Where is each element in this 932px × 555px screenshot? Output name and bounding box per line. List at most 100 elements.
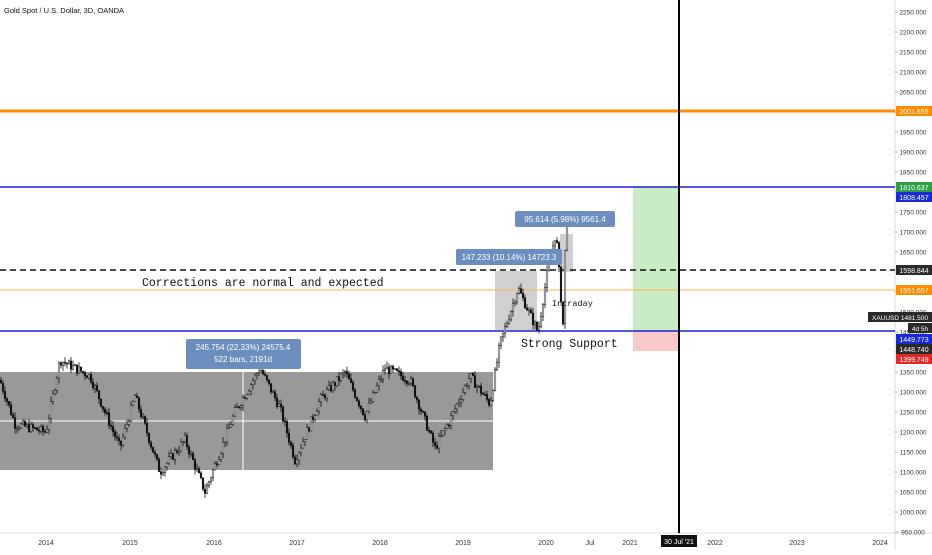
price-tag-1810[interactable]: 1810.637 [896, 182, 932, 192]
price-tag-1448[interactable]: 1448.740 [896, 344, 932, 354]
candle-body [367, 402, 371, 412]
current-price-tag[interactable]: XAUUSD 1481.500 [868, 312, 932, 322]
price-tag-1810-text: 1810.637 [899, 185, 928, 192]
annotation-corrections[interactable]: Corrections are normal and expected [142, 277, 384, 290]
time-tick-label: 2014 [38, 540, 54, 547]
candle-body [57, 362, 61, 379]
price-tag-1551[interactable]: 1551.657 [896, 285, 932, 295]
candle-body [393, 368, 397, 371]
symbol-title: Gold Spot / U.S. Dollar, 3D, OANDA [4, 6, 124, 15]
candle-body [353, 389, 357, 398]
candle-body [561, 301, 565, 325]
candle-body [555, 240, 559, 243]
candle-body [121, 436, 125, 446]
candle-body [427, 430, 431, 432]
current-price-tag-text: XAUUSD 1481.500 [872, 315, 928, 322]
measure-box-245-line1: 245.754 (22.33%) 24575.4 [196, 343, 291, 352]
candle-body [257, 371, 261, 374]
candle-body [43, 431, 47, 433]
time-tick-label: 2023 [789, 540, 805, 547]
candle-body [281, 406, 285, 422]
candle-body [175, 450, 179, 453]
candle-body [149, 442, 153, 448]
time-tick-label: 2017 [289, 540, 305, 547]
candle-body [507, 319, 511, 324]
annotation-strong-support[interactable]: Strong Support [521, 338, 618, 351]
price-tick-label: 1700.000 [899, 230, 926, 237]
candle-body [131, 400, 135, 406]
measure-shade-95[interactable] [560, 234, 573, 272]
candle-body [255, 373, 259, 376]
candle-body [95, 385, 99, 391]
candle-body [287, 432, 291, 443]
candle-body [347, 373, 351, 380]
candle-body [79, 366, 83, 372]
candle-body [323, 394, 327, 399]
price-tag-2001[interactable]: 2001.655 [896, 106, 932, 116]
candle-body [191, 453, 195, 460]
price-tag-1399[interactable]: 1399.749 [896, 354, 932, 364]
vertical-date-tag[interactable]: 30 Jul '21 [661, 535, 697, 547]
candle-body [391, 365, 395, 370]
candle-body [387, 366, 391, 375]
candle-body [159, 471, 163, 475]
candle-body [219, 453, 223, 460]
annotation-intraday[interactable]: Intraday [552, 299, 593, 309]
price-tag-1449[interactable]: 1449.773 [896, 334, 932, 344]
measure-box-245[interactable]: 245.754 (22.33%) 24575.4 522 bars, 2191d [186, 339, 301, 369]
candle-body [423, 411, 427, 417]
candle-body [263, 373, 267, 376]
price-tag-1598[interactable]: 1598.844 [896, 265, 932, 275]
candle-body [399, 371, 403, 377]
candle-body [355, 397, 359, 402]
candle-body [173, 450, 177, 460]
candle-body [433, 442, 437, 446]
candle-body [429, 430, 433, 434]
candle-body [411, 378, 415, 386]
candle-body [195, 468, 199, 471]
candle-body [59, 362, 63, 366]
candle-body [11, 414, 15, 418]
time-tick-label: 2021 [622, 540, 638, 547]
candle-body [129, 404, 133, 422]
candle-body [267, 379, 271, 384]
candle-body [203, 489, 207, 494]
candle-body [443, 428, 447, 431]
measure-box-147[interactable]: 147.233 (10.14%) 14723.3 [456, 249, 562, 265]
candle-body [157, 458, 161, 472]
candle-body [31, 424, 35, 428]
price-candles[interactable] [0, 220, 569, 499]
stop-loss-zone[interactable] [633, 331, 679, 351]
candle-body [151, 446, 155, 453]
time-tick-label: 2015 [122, 540, 138, 547]
candle-body [397, 370, 401, 373]
candle-body [17, 427, 21, 430]
candle-body [349, 378, 353, 383]
measure-box-95[interactable]: 95.614 (5.98%) 9561.4 [515, 211, 615, 227]
candle-body [403, 380, 407, 382]
candle-body [489, 400, 493, 406]
candle-body [189, 453, 193, 455]
candle-body [35, 427, 39, 431]
candle-body [241, 397, 245, 406]
candle-body [229, 424, 233, 428]
candle-body [453, 408, 457, 412]
long-target-zone[interactable] [633, 187, 679, 331]
candle-body [193, 459, 197, 470]
candle-body [167, 456, 171, 464]
candle-body [529, 309, 533, 314]
price-tick-label: 1150.000 [900, 450, 927, 457]
candle-body [559, 266, 563, 303]
candle-body [135, 395, 139, 398]
candle-body [495, 361, 499, 370]
price-tag-1808[interactable]: 1808.457 [896, 192, 932, 202]
candle-body [23, 421, 27, 427]
candle-body [465, 385, 469, 387]
candle-body [117, 437, 121, 442]
candle-body [369, 401, 373, 404]
price-tick-label: 1750.000 [899, 210, 926, 217]
candle-body [245, 394, 249, 399]
candle-body [321, 394, 325, 396]
